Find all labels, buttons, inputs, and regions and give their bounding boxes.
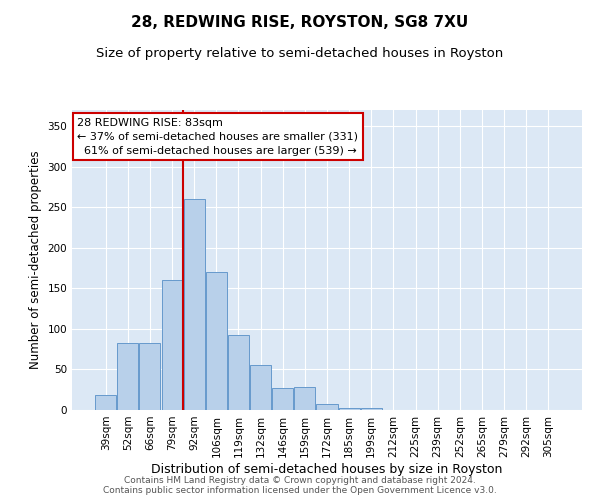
Bar xyxy=(206,272,227,410)
Bar xyxy=(361,408,382,410)
Bar xyxy=(139,342,160,410)
Y-axis label: Number of semi-detached properties: Number of semi-detached properties xyxy=(29,150,42,370)
Bar xyxy=(161,280,182,410)
X-axis label: Distribution of semi-detached houses by size in Royston: Distribution of semi-detached houses by … xyxy=(151,462,503,475)
Bar xyxy=(250,366,271,410)
Bar xyxy=(184,199,205,410)
Bar xyxy=(95,396,116,410)
Bar xyxy=(228,334,249,410)
Bar xyxy=(118,342,139,410)
Bar xyxy=(295,388,316,410)
Bar xyxy=(316,404,338,410)
Text: Size of property relative to semi-detached houses in Royston: Size of property relative to semi-detach… xyxy=(97,48,503,60)
Bar xyxy=(338,408,359,410)
Text: Contains HM Land Registry data © Crown copyright and database right 2024.
Contai: Contains HM Land Registry data © Crown c… xyxy=(103,476,497,495)
Text: 28 REDWING RISE: 83sqm
← 37% of semi-detached houses are smaller (331)
  61% of : 28 REDWING RISE: 83sqm ← 37% of semi-det… xyxy=(77,118,358,156)
Text: 28, REDWING RISE, ROYSTON, SG8 7XU: 28, REDWING RISE, ROYSTON, SG8 7XU xyxy=(131,15,469,30)
Bar xyxy=(272,388,293,410)
